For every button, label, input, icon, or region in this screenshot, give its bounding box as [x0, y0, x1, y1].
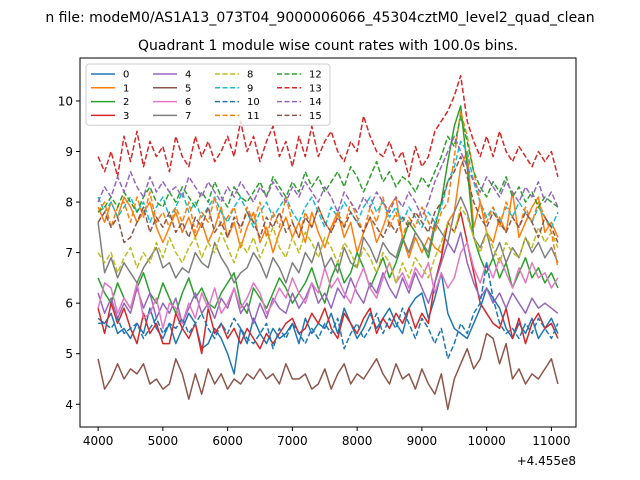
legend-label-8: 8 — [247, 70, 253, 81]
series-line-11 — [97, 110, 559, 268]
series-layer — [97, 74, 559, 411]
x-axis: 4000 5000 6000 7000 8000 9000 10000 11000 — [83, 427, 570, 448]
x-tick-label: 6000 — [212, 434, 243, 448]
series-line-15 — [97, 155, 559, 244]
series-line-5 — [97, 332, 559, 411]
series-line-3 — [97, 211, 559, 355]
legend-box — [85, 63, 331, 126]
series-line-6 — [97, 241, 559, 330]
x-offset-label: +4.455e8 — [517, 454, 576, 468]
series-line-8 — [97, 206, 559, 284]
x-tick-label: 10000 — [468, 434, 506, 448]
chart-title: Quadrant 1 module wise count rates with … — [138, 38, 518, 54]
series-line-12 — [97, 115, 559, 213]
legend-label-7: 7 — [185, 111, 191, 122]
y-axis: 4 5 6 7 8 9 10 — [58, 94, 80, 412]
y-tick-label: 5 — [65, 347, 73, 361]
x-tick-label: 5000 — [148, 434, 179, 448]
x-tick-label: 4000 — [83, 434, 114, 448]
x-tick-label: 8000 — [342, 434, 373, 448]
legend-label-0: 0 — [123, 70, 129, 81]
series-line-2 — [97, 105, 559, 315]
legend-label-13: 13 — [309, 83, 322, 94]
y-tick-label: 7 — [65, 246, 73, 260]
plot-frame — [79, 57, 577, 428]
x-tick-label: 9000 — [407, 434, 438, 448]
legend-label-9: 9 — [247, 83, 253, 94]
legend-label-4: 4 — [185, 70, 191, 81]
y-tick-label: 10 — [58, 94, 73, 108]
series-line-14 — [97, 135, 559, 218]
legend-label-14: 14 — [309, 97, 322, 108]
legend-label-5: 5 — [185, 83, 191, 94]
legend-label-1: 1 — [123, 83, 129, 94]
legend-label-12: 12 — [309, 70, 322, 81]
legend-label-3: 3 — [123, 111, 129, 122]
series-line-13 — [97, 74, 559, 178]
legend-label-6: 6 — [185, 97, 191, 108]
legend-label-10: 10 — [247, 97, 260, 108]
legend-label-2: 2 — [123, 97, 129, 108]
y-tick-label: 9 — [65, 145, 73, 159]
y-tick-label: 4 — [65, 398, 73, 412]
figure-suptitle: n file: modeM0/AS1A13_073T04_9000006066_… — [45, 10, 594, 26]
series-line-7 — [97, 196, 559, 284]
y-tick-label: 6 — [65, 297, 73, 311]
y-tick-label: 8 — [65, 196, 73, 210]
legend-label-11: 11 — [247, 111, 260, 122]
legend-label-15: 15 — [309, 111, 322, 122]
series-line-10 — [98, 261, 559, 360]
x-tick-label: 11000 — [532, 434, 570, 448]
x-tick-label: 7000 — [277, 434, 308, 448]
